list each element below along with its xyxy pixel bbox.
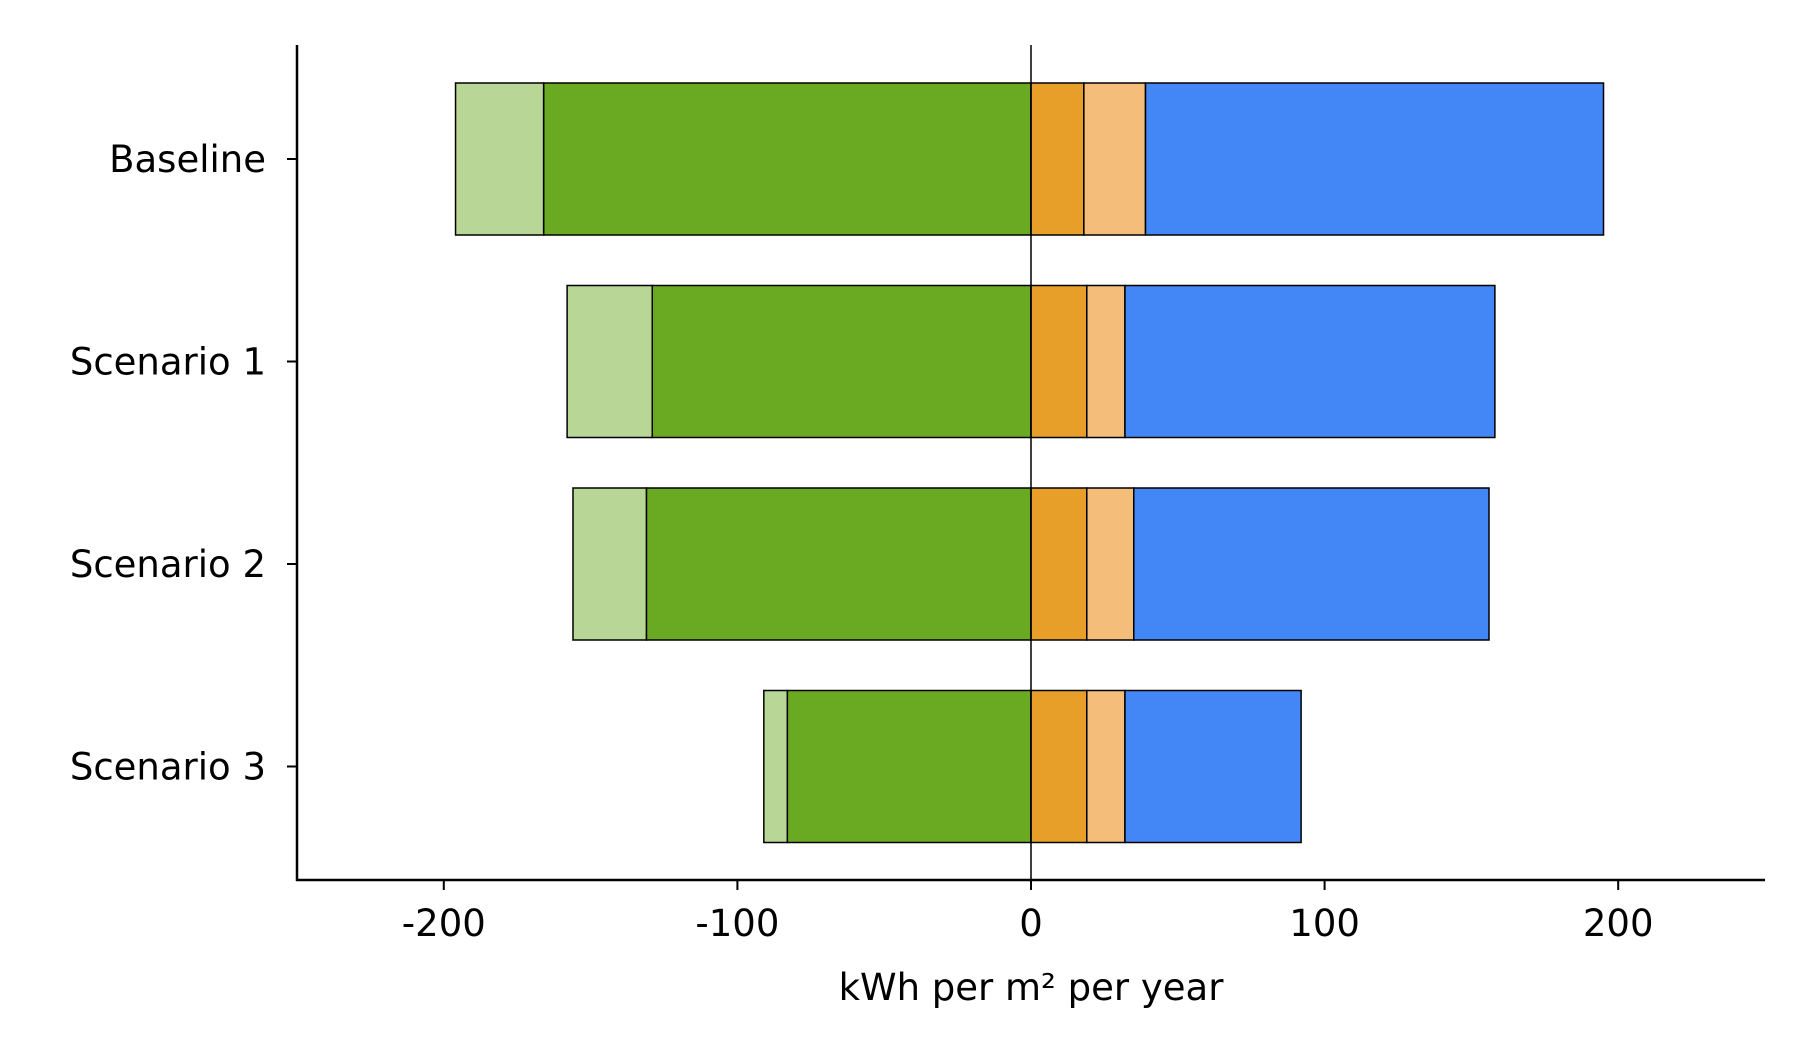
bar-positive-3-scenario-1 bbox=[1124, 284, 1496, 439]
bar-negative-2-scenario-2 bbox=[572, 487, 648, 641]
bar-positive-2-baseline bbox=[1083, 82, 1147, 236]
x-tick-label: 200 bbox=[1583, 902, 1654, 945]
bar-positive-3-scenario-3 bbox=[1124, 689, 1302, 844]
bars-layer bbox=[454, 82, 1605, 844]
bar-positive-3-scenario-2 bbox=[1133, 487, 1490, 641]
x-tick-label: -100 bbox=[695, 902, 779, 945]
bar-positive-1-scenario-1 bbox=[1030, 284, 1088, 439]
bar-negative-2-scenario-3 bbox=[763, 689, 789, 844]
bar-negative-1-scenario-1 bbox=[651, 284, 1032, 439]
y-tick-label: Scenario 3 bbox=[70, 746, 266, 789]
bar-negative-1-scenario-3 bbox=[786, 689, 1032, 844]
axes-layer bbox=[287, 45, 1765, 890]
bar-positive-3-baseline bbox=[1144, 82, 1605, 236]
bar-positive-1-baseline bbox=[1030, 82, 1085, 236]
bar-negative-1-baseline bbox=[542, 82, 1032, 236]
labels-layer: Baseline Scenario 1 Scenario 2 Scenario 3 -2… bbox=[70, 138, 1654, 945]
x-tick-label: -200 bbox=[402, 902, 486, 945]
bar-positive-2-scenario-1 bbox=[1086, 284, 1126, 439]
bar-positive-1-scenario-2 bbox=[1030, 487, 1088, 641]
bar-negative-2-scenario-1 bbox=[566, 284, 654, 439]
y-tick-label: Scenario 2 bbox=[70, 543, 266, 586]
bar-positive-2-scenario-2 bbox=[1086, 487, 1135, 641]
x-axis-title: kWh per m² per year bbox=[839, 966, 1225, 1009]
bar-positive-1-scenario-3 bbox=[1030, 689, 1088, 844]
x-tick-label: 0 bbox=[1019, 902, 1043, 945]
bar-positive-2-scenario-3 bbox=[1086, 689, 1126, 844]
bar-negative-1-scenario-2 bbox=[645, 487, 1032, 641]
bar-negative-2-baseline bbox=[454, 82, 545, 236]
y-tick-label: Scenario 1 bbox=[70, 341, 266, 384]
x-tick-label: 100 bbox=[1289, 902, 1360, 945]
y-tick-label: Baseline bbox=[109, 138, 266, 181]
